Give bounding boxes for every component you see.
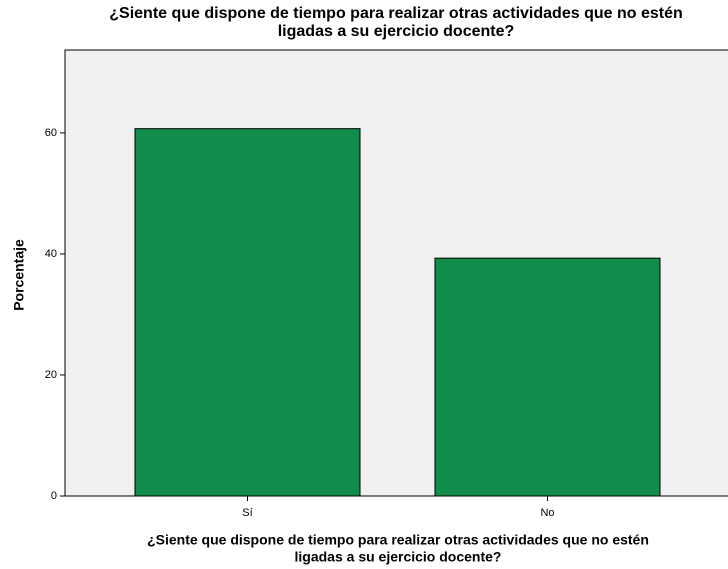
- y-tick-label: 40: [45, 248, 57, 260]
- bar: [134, 128, 361, 497]
- x-axis-label: ligadas a su ejercicio docente?: [295, 549, 502, 565]
- y-axis-label: Porcentaje: [11, 239, 27, 311]
- chart-title: ¿Siente que dispone de tiempo para reali…: [109, 5, 683, 22]
- y-tick-label: 0: [51, 490, 57, 502]
- y-tick-label: 60: [45, 127, 57, 139]
- x-tick-label: No: [540, 507, 554, 519]
- bar: [434, 257, 661, 497]
- chart-title: ligadas a su ejercicio docente?: [278, 23, 515, 40]
- x-axis-label: ¿Siente que dispone de tiempo para reali…: [147, 532, 649, 548]
- x-tick-label: Sí: [242, 507, 252, 519]
- y-tick-label: 20: [45, 369, 57, 381]
